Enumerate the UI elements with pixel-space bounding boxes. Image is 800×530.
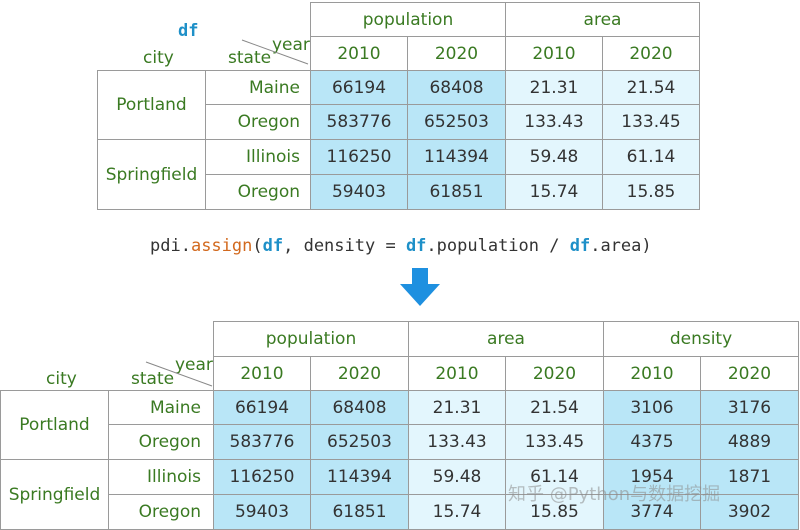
col-group-area: area [408,321,604,357]
col-group-area: area [505,2,700,37]
data-cell: 66194 [310,70,408,105]
down-arrow-icon [400,268,440,306]
year-column-label: year [175,355,213,375]
col-year: 2010 [310,36,408,71]
data-cell: 21.54 [505,390,604,425]
col-year: 2020 [700,356,799,391]
data-cell: 21.31 [505,70,603,105]
data-cell: 3774 [603,494,701,530]
code-module: pdi. [150,236,191,256]
state-cell: Oregon [205,104,311,140]
data-cell: 59.48 [408,459,506,495]
corner-diagonal [145,361,213,387]
col-year: 2020 [407,36,506,71]
data-cell: 1954 [603,459,701,495]
data-cell: 583776 [213,424,311,460]
code-variable: df [405,236,427,256]
col-year: 2020 [310,356,409,391]
code-attr: .area) [590,236,652,256]
data-cell: 3176 [700,390,799,425]
data-cell: 583776 [310,104,408,140]
state-cell: Oregon [108,424,214,460]
data-cell: 59403 [310,174,408,210]
assign-code-line: pdi.assign(df, density = df.population /… [150,236,652,256]
col-group-density: density [603,321,799,357]
state-index-label: state [131,369,175,389]
data-cell: 61.14 [602,139,700,175]
data-cell: 59403 [213,494,311,530]
data-cell: 1871 [700,459,799,495]
data-cell: 21.31 [408,390,506,425]
col-year: 2010 [408,356,506,391]
state-index-label: state [228,48,272,68]
data-cell: 66194 [213,390,311,425]
code-kwarg: , density = [283,236,406,256]
col-year: 2010 [505,36,603,71]
state-cell: Maine [205,70,311,105]
data-cell: 59.48 [505,139,603,175]
data-cell: 116250 [213,459,311,495]
data-cell: 133.43 [408,424,506,460]
data-cell: 4375 [603,424,701,460]
data-cell: 61851 [407,174,506,210]
city-cell: Springfield [0,459,109,530]
state-cell: Illinois [108,459,214,495]
data-cell: 3106 [603,390,701,425]
col-group-population: population [310,2,506,37]
col-year: 2020 [602,36,700,71]
city-index-label: city [143,48,174,68]
corner-diagonal [241,39,309,65]
state-cell: Oregon [205,174,311,210]
col-year: 2010 [213,356,311,391]
data-cell: 15.85 [505,494,604,530]
data-cell: 114394 [310,459,409,495]
col-group-population: population [213,321,409,357]
data-cell: 68408 [407,70,506,105]
data-cell: 15.85 [602,174,700,210]
data-cell: 61851 [310,494,409,530]
data-cell: 133.45 [602,104,700,140]
dataframe-name: df [178,21,199,41]
city-cell: Portland [0,390,109,460]
watermark: 知乎 @Python与数据挖掘 [508,484,721,505]
code-variable: df [262,236,284,256]
city-cell: Portland [97,70,206,140]
city-cell: Springfield [97,139,206,210]
code-variable: df [569,236,591,256]
city-index-label: city [46,369,77,389]
data-cell: 68408 [310,390,409,425]
data-cell: 114394 [407,139,506,175]
data-cell: 116250 [310,139,408,175]
data-cell: 15.74 [408,494,506,530]
data-cell: 652503 [407,104,506,140]
data-cell: 4889 [700,424,799,460]
code-function: assign [190,236,253,256]
data-cell: 652503 [310,424,409,460]
state-cell: Maine [108,390,214,425]
data-cell: 21.54 [602,70,700,105]
code-paren: ( [252,236,263,256]
data-cell: 3902 [700,494,799,530]
data-cell: 15.74 [505,174,603,210]
state-cell: Illinois [205,139,311,175]
col-year: 2020 [505,356,604,391]
col-year: 2010 [603,356,701,391]
data-cell: 133.43 [505,104,603,140]
year-column-label: year [272,35,310,55]
data-cell: 133.45 [505,424,604,460]
state-cell: Oregon [108,494,214,530]
code-attr: .population / [426,236,570,256]
